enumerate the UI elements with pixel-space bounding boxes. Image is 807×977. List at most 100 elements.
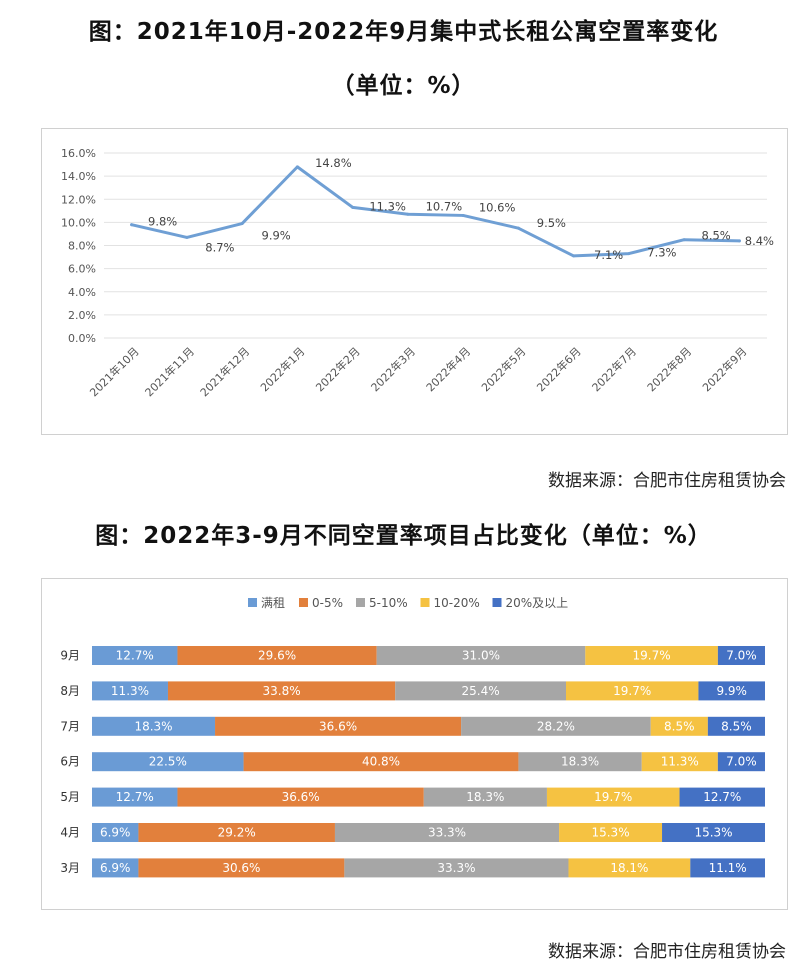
y-tick-label: 6.0% [68, 263, 96, 276]
bar-data-label: 30.6% [222, 861, 260, 875]
x-tick-label: 2022年1月 [257, 344, 307, 394]
bar-data-label: 12.7% [116, 790, 154, 804]
y-category-label: 4月 [60, 826, 80, 840]
y-category-label: 3月 [60, 861, 80, 875]
bar-data-label: 18.3% [561, 755, 599, 769]
x-tick-label: 2022年2月 [313, 344, 363, 394]
bar-data-label: 9.9% [716, 684, 747, 698]
bar-data-label: 7.0% [726, 755, 757, 769]
bar-data-label: 12.7% [703, 790, 741, 804]
data-point [738, 239, 741, 242]
y-category-label: 5月 [60, 790, 80, 804]
x-tick-label: 2021年11月 [142, 344, 197, 399]
x-tick-label: 2021年10月 [87, 344, 142, 399]
y-tick-label: 16.0% [61, 147, 96, 160]
data-label: 10.6% [479, 200, 516, 214]
data-label: 9.5% [537, 216, 566, 230]
data-point [517, 227, 520, 230]
line-chart: 0.0% 2.0% 4.0% 6.0% 8.0% 10.0% 12.0% 14.0% 16.0%… [42, 129, 787, 434]
legend-label: 0-5% [312, 596, 343, 610]
x-tick-label: 2022年4月 [423, 344, 473, 394]
legend-label: 20%及以上 [506, 596, 569, 610]
data-label: 11.3% [369, 199, 406, 213]
bar-data-label: 18.3% [466, 790, 504, 804]
bar-data-label: 11.1% [709, 861, 747, 875]
bar-data-label: 15.3% [591, 826, 629, 840]
bar-data-label: 33.3% [428, 826, 466, 840]
legend-swatch [493, 598, 502, 607]
bar-data-label: 19.7% [613, 684, 651, 698]
chart1-source: 数据来源：合肥市住房租赁协会 [548, 466, 786, 491]
y-tick-label: 0.0% [68, 332, 96, 345]
bar-data-label: 7.0% [726, 649, 757, 663]
data-label: 7.3% [647, 246, 676, 260]
bar-data-label: 8.5% [664, 719, 695, 733]
x-tick-label: 2022年3月 [368, 344, 418, 394]
chart1-unit: （单位：%） [0, 66, 807, 100]
bar-data-label: 25.4% [462, 684, 500, 698]
data-point [241, 222, 244, 225]
y-tick-label: 8.0% [68, 240, 96, 253]
x-tick-label: 2022年7月 [589, 344, 639, 394]
y-tick-label: 10.0% [61, 216, 96, 229]
y-category-label: 6月 [60, 755, 80, 769]
data-label: 9.9% [262, 229, 291, 243]
chart2-title: 图：2022年3-9月不同空置率项目占比变化（单位：%） [0, 516, 807, 550]
data-point [185, 236, 188, 239]
bar-data-label: 28.2% [537, 719, 575, 733]
legend-swatch [299, 598, 308, 607]
chart2-source: 数据来源：合肥市住房租赁协会 [548, 937, 786, 962]
bar-data-label: 36.6% [319, 719, 357, 733]
x-tick-label: 2022年5月 [478, 344, 528, 394]
bar-data-label: 6.9% [100, 826, 131, 840]
chart1-frame: 0.0% 2.0% 4.0% 6.0% 8.0% 10.0% 12.0% 14.0% 16.0%… [41, 128, 788, 435]
data-point [462, 214, 465, 217]
data-label: 8.7% [205, 240, 234, 254]
bar-data-label: 11.3% [111, 684, 149, 698]
bar-data-label: 33.3% [437, 861, 475, 875]
bar-data-label: 36.6% [282, 790, 320, 804]
bar-data-label: 11.3% [661, 755, 699, 769]
x-tick-label: 2022年8月 [644, 344, 694, 394]
data-point [130, 223, 133, 226]
data-point [406, 213, 409, 216]
y-tick-label: 12.0% [61, 193, 96, 206]
bar-data-label: 22.5% [149, 755, 187, 769]
bar-data-label: 33.8% [263, 684, 301, 698]
bar-data-label: 15.3% [694, 826, 732, 840]
data-label: 9.8% [148, 215, 177, 229]
x-tick-label: 2022年9月 [699, 344, 749, 394]
bar-data-label: 18.3% [134, 719, 172, 733]
x-tick-label: 2022年6月 [534, 344, 584, 394]
data-point [572, 254, 575, 257]
data-label: 8.4% [745, 234, 774, 248]
y-category-label: 7月 [60, 719, 80, 733]
bar-data-label: 31.0% [462, 649, 500, 663]
y-tick-label: 4.0% [68, 286, 96, 299]
legend-swatch [421, 598, 430, 607]
bar-data-label: 19.7% [594, 790, 632, 804]
data-point [296, 165, 299, 168]
legend-swatch [356, 598, 365, 607]
legend-swatch [248, 598, 257, 607]
bar-data-label: 18.1% [610, 861, 648, 875]
y-category-label: 8月 [60, 684, 80, 698]
y-category-label: 9月 [60, 649, 80, 663]
legend-label: 满租 [261, 596, 285, 610]
stacked-bar-chart: 满租 0-5% 5-10% 10-20% 20%及以上 9月 12.7% 29.6% 31.0%… [42, 579, 787, 909]
x-tick-label: 2021年12月 [197, 344, 252, 399]
legend-label: 10-20% [434, 596, 480, 610]
legend-label: 5-10% [369, 596, 408, 610]
data-label: 8.5% [702, 229, 731, 243]
bar-data-label: 19.7% [633, 649, 671, 663]
data-label: 10.7% [426, 199, 463, 213]
data-point [351, 206, 354, 209]
y-tick-label: 14.0% [61, 170, 96, 183]
bar-data-label: 8.5% [721, 719, 752, 733]
chart1-title: 图：2021年10月-2022年9月集中式长租公寓空置率变化 [0, 12, 807, 46]
bar-data-label: 29.6% [258, 649, 296, 663]
data-point [627, 252, 630, 255]
data-label: 7.1% [594, 248, 623, 262]
bar-data-label: 6.9% [100, 861, 131, 875]
y-tick-label: 2.0% [68, 309, 96, 322]
